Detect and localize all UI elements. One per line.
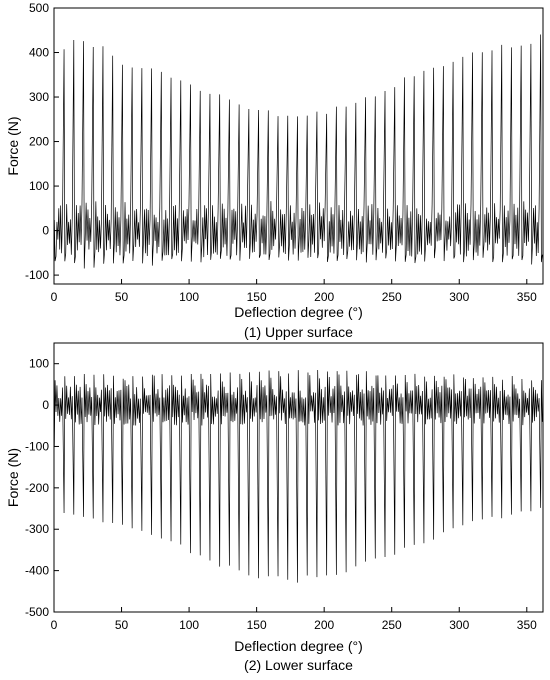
y-tick-label: 100 xyxy=(29,357,49,371)
y-tick-label: -100 xyxy=(25,268,49,282)
x-tick-label: 200 xyxy=(314,290,334,304)
y-tick-label: -100 xyxy=(25,439,49,453)
y-tick-label: 100 xyxy=(29,179,49,193)
y-axis: -100 0 100 200 300 400 500 xyxy=(25,1,59,282)
x-tick-label: 150 xyxy=(247,290,267,304)
plot-frame xyxy=(53,7,544,285)
y-tick-label: 0 xyxy=(42,224,49,238)
y-tick-label: -200 xyxy=(25,481,49,495)
x-axis-title: Deflection degree (°) xyxy=(234,304,363,320)
x-tick-label: 250 xyxy=(382,290,402,304)
y-tick-label: -500 xyxy=(25,605,49,619)
y-axis-title: Force (N) xyxy=(5,448,21,507)
x-tick-label: 50 xyxy=(115,290,129,304)
x-tick-label: 200 xyxy=(314,618,334,632)
x-tick-label: 300 xyxy=(449,618,469,632)
y-tick-label: -400 xyxy=(25,564,49,578)
series-line xyxy=(53,34,543,269)
x-tick-label: 350 xyxy=(517,618,537,632)
y-tick-label: -300 xyxy=(25,522,49,536)
subplot-caption: (1) Upper surface xyxy=(244,324,353,340)
x-tick-label: 300 xyxy=(449,290,469,304)
y-tick-label: 500 xyxy=(29,1,49,15)
x-axis: 0 50 100 150 200 250 300 350 xyxy=(51,607,537,632)
x-tick-label: 100 xyxy=(179,290,199,304)
x-tick-label: 150 xyxy=(247,618,267,632)
x-tick-label: 100 xyxy=(179,618,199,632)
chart-lower-surface: -500 -400 -300 -200 -100 0 100 0 50 100 150 200 250… xyxy=(5,342,544,673)
y-tick-label: 400 xyxy=(29,46,49,60)
x-tick-label: 0 xyxy=(51,290,58,304)
x-tick-label: 350 xyxy=(517,290,537,304)
x-tick-label: 0 xyxy=(51,618,58,632)
plot-frame xyxy=(53,342,544,613)
y-tick-label: 0 xyxy=(42,398,49,412)
x-tick-label: 50 xyxy=(115,618,129,632)
x-tick-label: 250 xyxy=(382,618,402,632)
x-axis: 0 50 100 150 200 250 300 350 xyxy=(51,279,537,304)
y-tick-label: 300 xyxy=(29,90,49,104)
subplot-caption: (2) Lower surface xyxy=(244,657,353,673)
x-axis-title: Deflection degree (°) xyxy=(234,638,363,654)
series-line xyxy=(53,369,543,583)
y-axis-title: Force (N) xyxy=(5,116,21,175)
y-axis: -500 -400 -300 -200 -100 0 100 xyxy=(25,357,59,619)
y-tick-label: 200 xyxy=(29,135,49,149)
